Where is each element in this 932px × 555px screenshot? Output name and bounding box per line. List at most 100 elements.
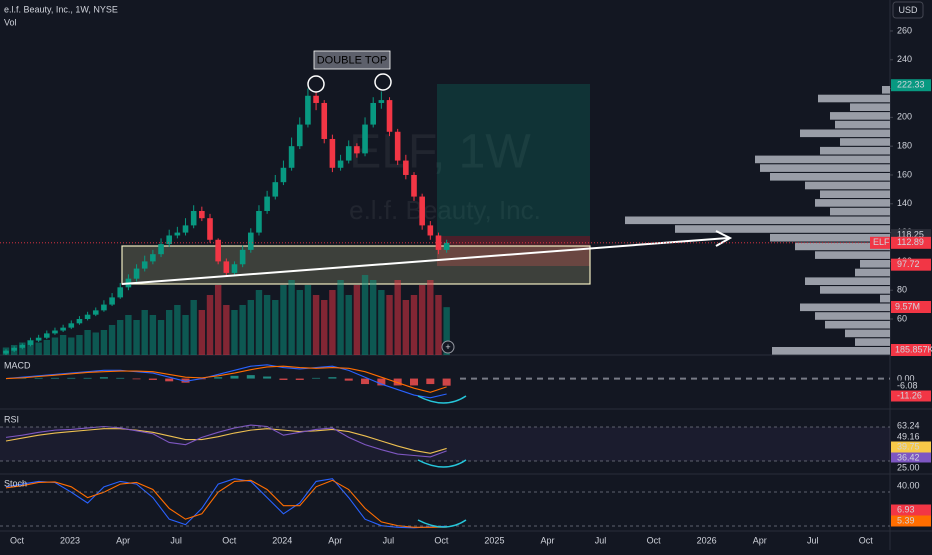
candle-body — [411, 174, 417, 197]
candle-body — [68, 323, 75, 328]
volume-bar — [247, 300, 254, 355]
volume-bar — [198, 310, 206, 355]
rsi-line — [5, 428, 447, 454]
x-tick-label: Oct — [647, 535, 662, 545]
volume-bar — [353, 285, 361, 355]
volume-profile-bar — [818, 94, 890, 103]
y-tick-label: 80 — [897, 285, 907, 295]
watermark-name: e.l.f. Beauty, Inc. — [349, 195, 541, 225]
volume-bar — [92, 332, 99, 355]
highlight-arc — [417, 459, 467, 468]
candle-body — [394, 131, 401, 161]
candle-body — [174, 232, 181, 236]
candle-body — [158, 244, 164, 255]
macd-histogram — [312, 377, 321, 379]
pane-value: 39.75 — [897, 441, 920, 451]
volume-profile-bar — [845, 329, 890, 338]
volume-bar — [378, 290, 385, 355]
highlight-arc — [417, 395, 467, 404]
volume-marker: 9.57M — [895, 301, 920, 311]
volume-profile-bar — [805, 277, 890, 285]
macd-histogram — [263, 376, 272, 379]
macd-line — [5, 364, 447, 399]
pane-value-bg — [891, 515, 931, 527]
volume-bar — [345, 295, 352, 355]
volume-profile-bar — [820, 286, 890, 294]
macd-histogram — [426, 378, 435, 385]
x-tick-label: Oct — [10, 535, 25, 545]
candle-body — [280, 167, 287, 183]
price-marker-bg — [891, 258, 931, 271]
x-tick-label: Apr — [328, 535, 342, 545]
volume-bar — [280, 285, 287, 355]
top-circle — [307, 75, 325, 93]
candle-body — [60, 327, 66, 331]
candle-body — [248, 232, 254, 250]
candle-body — [52, 330, 58, 334]
x-tick-label: Apr — [116, 535, 130, 545]
y-tick-label: 180 — [897, 141, 912, 151]
top-circle — [374, 73, 392, 91]
candle-body — [264, 196, 270, 211]
volume-bar — [76, 335, 83, 355]
volume-bar — [321, 300, 328, 355]
macd-histogram — [377, 378, 386, 386]
volume-bar — [223, 305, 230, 355]
candle-body — [231, 264, 238, 273]
candle-body — [199, 210, 205, 219]
volume-profile-bar — [800, 129, 890, 138]
volume-profile-bar — [855, 338, 890, 346]
candle-body — [35, 337, 42, 341]
y-tick-label: 260 — [897, 25, 912, 35]
y-tick-label: 160 — [897, 169, 912, 179]
candle-body — [427, 225, 434, 236]
volume-profile-bar — [882, 86, 890, 94]
currency[interactable]: USD — [898, 5, 918, 15]
macd-histogram — [165, 378, 174, 382]
pane-value-bg — [891, 431, 931, 443]
candle-body — [313, 95, 319, 103]
macd-histogram — [344, 378, 353, 381]
volume-bar — [214, 285, 222, 355]
volume-profile-bar — [880, 294, 890, 303]
volume-bar — [190, 300, 197, 355]
macd-histogram — [67, 377, 76, 379]
pane-value-bg — [891, 390, 931, 402]
pane-value: 0.00 — [897, 373, 915, 383]
pane-label: Stoch — [4, 478, 27, 488]
y-tick-label: 140 — [897, 198, 912, 208]
trend-arrow — [121, 237, 729, 285]
volume-bar — [296, 290, 303, 355]
price-marker: 222.33 — [897, 80, 925, 90]
macd-histogram — [214, 377, 223, 379]
add-button[interactable] — [441, 340, 455, 354]
volume-bar — [329, 290, 336, 355]
subtitle: Vol — [4, 17, 17, 27]
volume-bar — [174, 305, 181, 355]
volume-bar — [239, 305, 246, 355]
pane-value: -11.26 — [897, 390, 922, 400]
candle-body — [321, 102, 328, 139]
volume-bar — [133, 320, 140, 355]
volume-profile-bar — [835, 120, 890, 129]
currency-button[interactable] — [892, 1, 924, 19]
add-icon[interactable]: + — [445, 342, 450, 352]
volume-bar — [166, 310, 173, 355]
price-marker-bg — [891, 79, 931, 92]
x-tick-label: Jul — [595, 535, 607, 545]
pane-value: 40.00 — [897, 480, 920, 490]
volume-profile-bar — [772, 347, 890, 355]
volume-bar — [402, 300, 410, 355]
macd-histogram — [328, 377, 337, 379]
y-tick-label: 200 — [897, 112, 912, 122]
candle-body — [92, 310, 99, 315]
pane-value-bg — [891, 480, 931, 492]
volume-bar — [394, 280, 401, 355]
volume-bar — [288, 280, 295, 355]
macd-histogram — [246, 375, 255, 379]
macd-histogram — [132, 378, 141, 380]
volume-profile-bar — [840, 138, 890, 146]
volume-profile-bar — [770, 173, 890, 181]
volume-profile-bar — [830, 112, 890, 120]
macd-histogram — [279, 378, 288, 380]
